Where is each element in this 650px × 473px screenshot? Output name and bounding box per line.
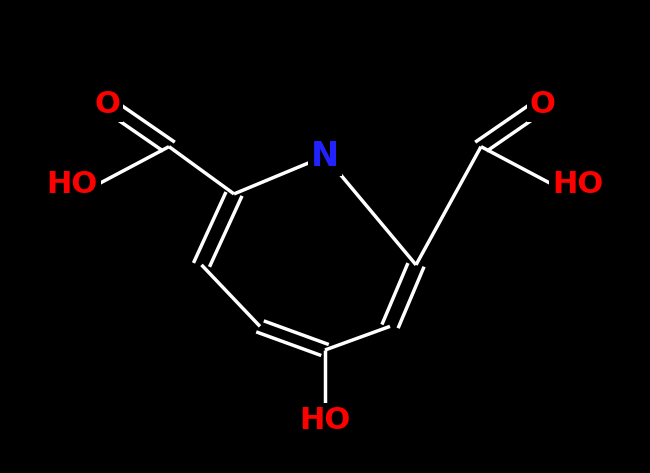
Text: HO: HO: [552, 170, 604, 199]
Text: O: O: [530, 89, 556, 119]
Text: HO: HO: [300, 406, 350, 436]
Text: O: O: [94, 89, 120, 119]
Text: HO: HO: [300, 406, 350, 436]
Text: O: O: [94, 89, 120, 119]
Text: HO: HO: [46, 170, 98, 199]
Text: HO: HO: [46, 170, 98, 199]
Text: HO: HO: [552, 170, 604, 199]
Text: N: N: [311, 140, 339, 173]
Text: O: O: [530, 89, 556, 119]
Text: N: N: [311, 140, 339, 173]
